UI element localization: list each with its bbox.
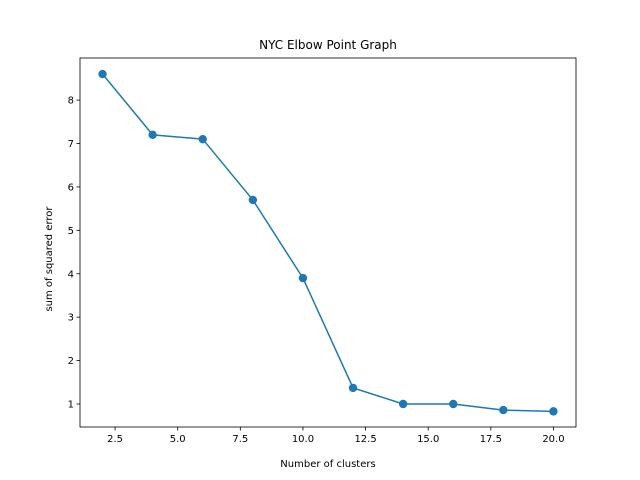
x-tick-label: 2.5 — [107, 434, 123, 445]
x-tick-label: 20.0 — [542, 434, 564, 445]
y-tick-label: 4 — [68, 269, 74, 280]
data-point — [499, 405, 508, 415]
y-tick-label: 8 — [68, 96, 74, 107]
data-point — [348, 383, 358, 393]
y-axis-label: sum of squared error — [44, 206, 55, 312]
data-point — [549, 407, 558, 416]
x-axis-ticks: 2.5 5.0 7.5 10.0 12.5 15.0 17.5 20.0 — [107, 427, 565, 445]
data-point — [248, 195, 258, 205]
series-line — [101, 73, 554, 413]
chart-title: NYC Elbow Point Graph — [259, 38, 397, 52]
data-point — [298, 273, 308, 283]
y-tick-label: 5 — [68, 226, 74, 237]
data-point — [198, 134, 207, 144]
data-point — [148, 130, 157, 140]
x-tick-label: 12.5 — [354, 434, 376, 445]
y-tick-label: 7 — [68, 139, 74, 150]
y-axis-ticks: 1 2 3 4 5 6 7 8 — [68, 96, 80, 410]
x-tick-label: 5.0 — [170, 434, 186, 445]
y-tick-label: 6 — [68, 182, 74, 193]
plot-area — [98, 69, 558, 416]
x-tick-label: 7.5 — [232, 434, 248, 445]
x-tick-label: 10.0 — [292, 434, 314, 445]
y-tick-label: 1 — [68, 399, 74, 410]
y-tick-label: 3 — [68, 313, 74, 324]
axes-frame — [79, 57, 577, 428]
data-point — [449, 399, 458, 409]
data-point — [398, 399, 408, 409]
x-tick-label: 17.5 — [480, 434, 502, 445]
data-point — [98, 69, 107, 79]
x-axis-label: Number of clusters — [280, 459, 375, 470]
x-tick-label: 15.0 — [417, 434, 439, 445]
y-tick-label: 2 — [68, 356, 74, 367]
